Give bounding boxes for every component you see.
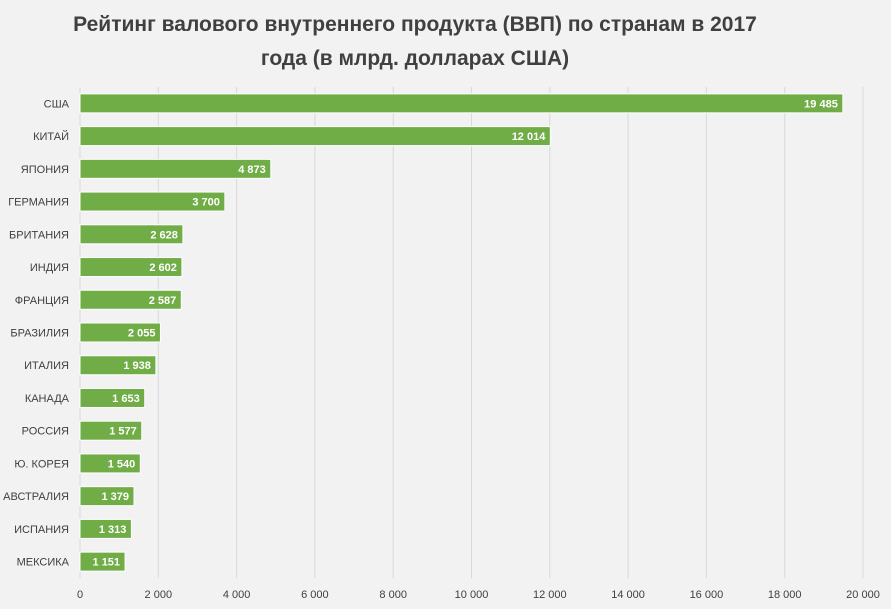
x-tick-label: 10 000 xyxy=(455,589,489,601)
category-label: БРИТАНИЯ xyxy=(9,229,69,241)
data-label: 1 151 xyxy=(93,557,121,569)
data-label: 19 485 xyxy=(804,98,838,110)
data-label: 4 873 xyxy=(238,164,266,176)
bar xyxy=(79,289,182,310)
bar xyxy=(79,224,184,245)
bar xyxy=(79,257,183,278)
data-label: 12 014 xyxy=(512,131,547,143)
data-label: 1 540 xyxy=(108,458,136,470)
x-tick-label: 14 000 xyxy=(611,589,645,601)
category-label: РОССИЯ xyxy=(22,426,69,438)
data-label: 1 379 xyxy=(101,491,129,503)
category-label: ФРАНЦИЯ xyxy=(15,295,69,307)
category-label: США xyxy=(44,98,70,110)
category-label: ИСПАНИЯ xyxy=(14,524,69,536)
x-tick-label: 12 000 xyxy=(533,589,567,601)
category-label: ИТАЛИЯ xyxy=(24,360,69,372)
data-label: 1 313 xyxy=(99,524,127,536)
data-label: 2 628 xyxy=(150,229,178,241)
category-label: БРАЗИЛИЯ xyxy=(10,328,69,340)
data-label: 1 653 xyxy=(112,393,140,405)
x-tick-labels: 0 2 000 4 000 6 000 8 000 10 000 12 000 14 000 1… xyxy=(77,589,880,601)
category-label: ГЕРМАНИЯ xyxy=(8,197,69,209)
bar xyxy=(79,158,272,179)
chart-title: Рейтинг валового внутреннего продукта (В… xyxy=(73,13,757,70)
data-label: 2 602 xyxy=(149,262,177,274)
category-label: МЕКСИКА xyxy=(17,557,70,569)
bar xyxy=(79,453,141,474)
bars: 19 485 12 014 4 873 3 700 2 628 2 602 2 587 2 0… xyxy=(79,93,844,572)
x-tick-label: 0 xyxy=(77,589,83,601)
data-label: 1 577 xyxy=(109,426,137,438)
x-tick-label: 20 000 xyxy=(846,589,880,601)
bar xyxy=(79,420,143,441)
x-tick-label: 18 000 xyxy=(768,589,802,601)
category-label: ЯПОНИЯ xyxy=(21,164,69,176)
x-tick-label: 8 000 xyxy=(379,589,407,601)
bar xyxy=(79,191,226,212)
bar xyxy=(79,93,844,114)
x-tick-label: 4 000 xyxy=(223,589,251,601)
data-label: 3 700 xyxy=(192,197,220,209)
category-label: АВСТРАЛИЯ xyxy=(3,491,69,503)
bar xyxy=(79,355,157,376)
bar xyxy=(79,486,135,507)
category-label: КАНАДА xyxy=(25,393,70,405)
category-label: ИНДИЯ xyxy=(30,262,69,274)
bar xyxy=(79,126,551,147)
data-label: 2 587 xyxy=(149,295,177,307)
data-label: 1 938 xyxy=(123,360,151,372)
bar xyxy=(79,322,161,343)
x-tick-label: 16 000 xyxy=(690,589,724,601)
category-labels: США КИТАЙ ЯПОНИЯ ГЕРМАНИЯ БРИТАНИЯ ИНДИЯ ФРАНЦ… xyxy=(3,98,70,568)
bar xyxy=(79,551,126,572)
category-label: КИТАЙ xyxy=(33,130,69,143)
data-label: 2 055 xyxy=(128,328,156,340)
bar xyxy=(79,518,132,539)
x-tick-label: 6 000 xyxy=(301,589,329,601)
category-label: Ю. КОРЕЯ xyxy=(14,458,69,470)
bar xyxy=(79,387,146,408)
x-tick-label: 2 000 xyxy=(145,589,173,601)
